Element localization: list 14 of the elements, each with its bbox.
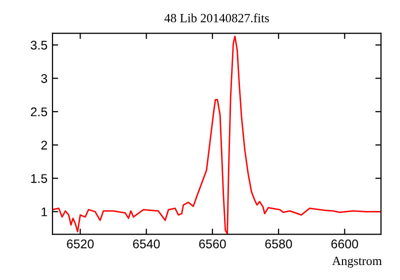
chart-title: 48 Lib 20140827.fits bbox=[164, 13, 269, 22]
y-tick-label: 1.5 bbox=[31, 174, 48, 183]
y-tick-label: 3 bbox=[41, 74, 48, 83]
x-tick-label: 6540 bbox=[133, 239, 160, 248]
x-tick-label: 6580 bbox=[265, 239, 292, 248]
line-series bbox=[52, 36, 381, 234]
y-tick-label: 3.5 bbox=[30, 40, 48, 50]
y-tick-label: 1 bbox=[42, 208, 48, 216]
x-tick-label: 6560 bbox=[199, 239, 226, 248]
x-tick-label: 6600 bbox=[331, 239, 358, 248]
x-axis-title: Angstrom bbox=[332, 256, 382, 268]
y-tick-label: 2 bbox=[41, 140, 48, 150]
y-tick-label: 2.5 bbox=[30, 107, 48, 116]
x-tick-label: 6520 bbox=[66, 239, 94, 248]
